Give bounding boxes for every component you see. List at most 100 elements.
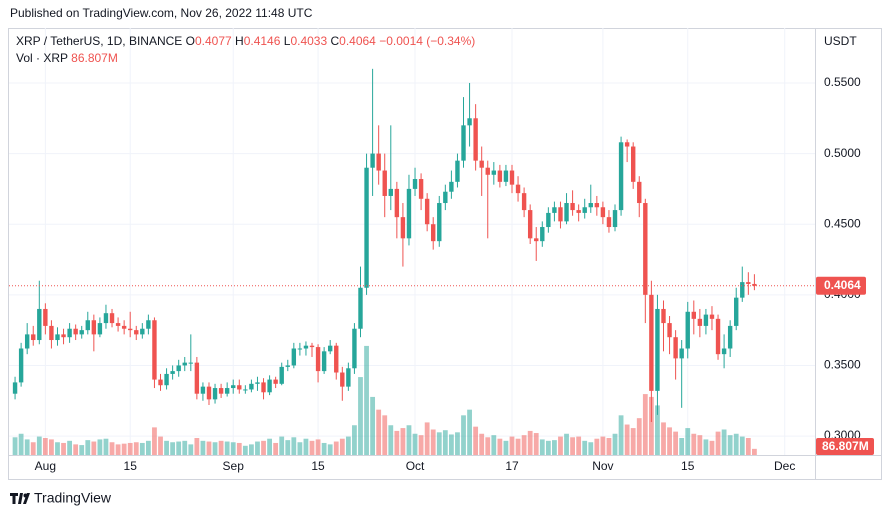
volume-bar <box>139 442 145 455</box>
candle-body <box>243 389 248 391</box>
volume-bar <box>727 435 733 455</box>
volume-bar <box>515 438 521 455</box>
candle-body <box>164 373 169 386</box>
candle-body <box>97 323 103 335</box>
candle-body <box>267 379 272 393</box>
y-tick-label: 0.4500 <box>824 216 861 230</box>
candle-body <box>182 362 187 366</box>
candle-body <box>79 330 84 335</box>
volume-bar <box>521 435 527 455</box>
candle-body <box>37 308 42 341</box>
candle-body <box>606 217 612 228</box>
volume-bar <box>448 434 454 455</box>
candle-body <box>443 191 448 204</box>
x-tick-label: 15 <box>311 459 325 473</box>
volume-bar <box>79 445 85 455</box>
price-marker <box>816 276 866 295</box>
candle-body <box>752 283 757 286</box>
volume-bar <box>455 432 460 455</box>
volume-bar <box>412 433 418 455</box>
candle-body <box>503 170 509 182</box>
volume-bar <box>564 433 569 455</box>
volume-bar <box>436 432 442 455</box>
volume-bar <box>170 442 176 455</box>
candle-body <box>412 179 418 189</box>
volume-bar <box>333 441 339 455</box>
candle-body <box>400 217 406 239</box>
volume-bar <box>655 405 660 455</box>
candle-body <box>352 328 357 369</box>
y-tick-label: 0.3500 <box>824 358 861 372</box>
volume-bar <box>588 442 594 455</box>
candle-body <box>218 388 224 394</box>
volume-bar <box>127 442 133 455</box>
candle-body <box>31 334 36 341</box>
candle-body <box>376 153 381 171</box>
candle-body <box>170 371 175 374</box>
volume-bar <box>679 438 685 455</box>
volume-bar <box>430 429 436 455</box>
volume-bar <box>206 441 212 455</box>
volume-bar <box>624 424 630 455</box>
volume-marker <box>816 438 874 455</box>
volume-bar <box>291 437 297 455</box>
volume-bar <box>545 440 551 455</box>
volume-bar <box>236 442 242 455</box>
candle-body <box>91 320 97 335</box>
volume-bar <box>527 430 533 455</box>
candle-body <box>358 287 363 329</box>
candle-body <box>388 188 393 196</box>
candle-body <box>188 362 194 364</box>
symbol-legend: XRP / TetherUS, 1D, BINANCE O0.4077 H0.4… <box>16 34 475 48</box>
candle-body <box>703 314 709 326</box>
legend-item: C <box>330 34 339 48</box>
y-tick-label: 0.5500 <box>824 75 861 89</box>
currency-label: USDT <box>824 34 857 48</box>
legend-item: 0.4064 <box>339 34 376 48</box>
volume-bar <box>394 430 400 455</box>
candle-body <box>176 365 181 372</box>
candle-body <box>515 184 521 194</box>
volume-bar <box>352 425 357 455</box>
candle-body <box>382 170 387 196</box>
candle-body <box>43 308 48 326</box>
volume-bar <box>673 431 679 455</box>
volume-bar <box>164 440 169 455</box>
volume-bar <box>667 427 672 455</box>
volume-legend: Vol · XRP 86.807M <box>16 51 118 65</box>
candle-body <box>18 348 24 383</box>
legend-item: −0.0014 (−0.34%) <box>379 34 475 48</box>
volume-bar <box>648 396 654 455</box>
volume-bar <box>73 444 79 455</box>
legend-item: O <box>186 34 195 48</box>
candle-body <box>364 167 369 288</box>
volume-bar <box>327 444 333 455</box>
volume-bar <box>691 433 697 455</box>
candle-body <box>327 345 333 352</box>
volume-bar <box>49 439 54 455</box>
grid <box>9 28 815 455</box>
volume-bar <box>261 440 266 455</box>
candle-body <box>467 118 472 126</box>
volume-bar <box>715 431 721 455</box>
volume-bar <box>218 440 224 455</box>
volume-bar <box>103 438 109 455</box>
candle-body <box>576 210 581 213</box>
volume-bar <box>273 442 279 455</box>
candle-body <box>655 308 660 391</box>
candle-body <box>558 207 563 222</box>
volume-bar <box>200 440 206 455</box>
volume-bar <box>176 441 182 455</box>
candle-body <box>121 325 127 329</box>
volume-bar <box>630 428 636 455</box>
candle-body <box>206 386 212 400</box>
volume-bar <box>249 444 254 455</box>
candle-body <box>509 170 515 185</box>
candle-body <box>661 308 666 324</box>
candle-body <box>437 203 442 242</box>
volume-bar <box>194 438 200 455</box>
volume-bar <box>109 442 115 455</box>
candle-body <box>649 294 654 391</box>
candle-body <box>237 385 242 390</box>
legend-item: 0.4077 <box>195 34 232 48</box>
